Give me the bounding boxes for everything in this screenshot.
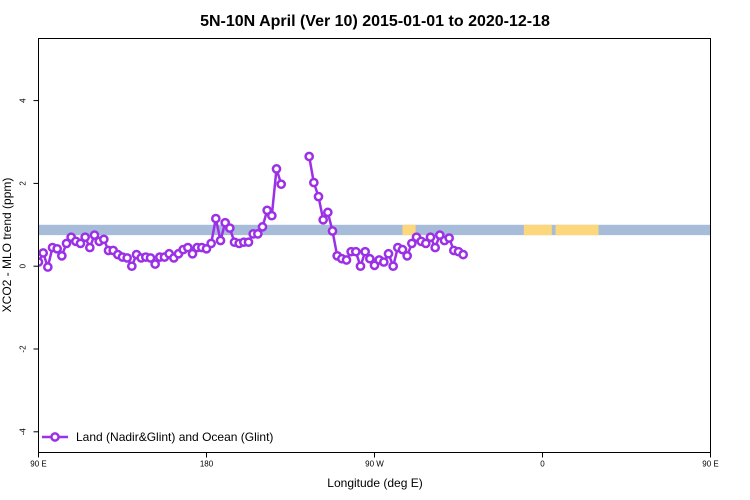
data-point [304, 151, 315, 162]
data-point [98, 234, 109, 245]
data-point [406, 238, 417, 249]
data-point [182, 242, 193, 253]
x-axis: 90 E 180 90 W 0 90 E [30, 452, 719, 469]
ocean-band [38, 224, 711, 236]
data-point [322, 207, 333, 218]
data-point [38, 248, 49, 258]
data-point [61, 238, 72, 249]
data-point [150, 259, 161, 269]
data-point [360, 246, 371, 257]
land-band-segment [555, 224, 599, 236]
data-point [243, 237, 254, 248]
data-point [276, 179, 287, 190]
data-point [350, 246, 361, 257]
chart-title: 5N-10N April (Ver 10) 2015-01-01 to 2020… [200, 13, 550, 30]
data-point [252, 229, 263, 239]
legend-label: Land (Nadir&Glint) and Ocean (Glint) [76, 430, 273, 444]
data-point [397, 244, 408, 255]
data-point [215, 235, 226, 246]
series-layer [38, 151, 469, 272]
data-point [313, 191, 324, 202]
data-point [388, 261, 399, 272]
data-point [126, 261, 137, 272]
x-tick-label: 180 [200, 460, 214, 469]
data-point [210, 213, 221, 224]
data-point [206, 238, 217, 249]
data-point [402, 251, 413, 261]
data-point [56, 251, 67, 261]
data-point [122, 253, 133, 263]
land-ocean-band [38, 224, 711, 236]
data-point [271, 164, 282, 174]
data-point [308, 177, 319, 188]
land-band-segment [523, 224, 552, 236]
data-point [187, 248, 198, 259]
data-point [327, 226, 338, 236]
data-point [266, 210, 277, 221]
data-point [257, 222, 268, 232]
data-point [318, 214, 329, 225]
data-point [75, 238, 86, 249]
data-point [341, 255, 352, 265]
y-tick-label: -2 [19, 345, 28, 353]
data-point [383, 248, 394, 259]
land-band-segment [402, 224, 416, 236]
data-point [224, 223, 235, 233]
y-tick-label: -4 [19, 428, 28, 436]
y-tick-label: 4 [19, 98, 28, 103]
data-point [80, 232, 91, 243]
data-point [378, 257, 389, 267]
data-point [420, 238, 431, 249]
y-axis: -4 -2 0 2 4 [19, 98, 39, 436]
y-tick-label: 2 [19, 181, 28, 186]
y-axis-label: XCO2 - MLO trend (ppm) [0, 178, 14, 313]
data-point [84, 242, 95, 253]
x-tick-label: 90 E [30, 460, 46, 469]
legend-marker [50, 432, 60, 442]
data-point [145, 253, 156, 263]
x-axis-label: Longitude (deg E) [327, 476, 422, 490]
data-point [355, 261, 366, 272]
data-point [52, 243, 63, 254]
x-tick-label: 90 W [365, 460, 384, 469]
data-point [425, 232, 436, 243]
data-point [458, 249, 469, 260]
y-tick-label: 0 [19, 263, 28, 268]
data-point [42, 262, 53, 272]
data-point [444, 233, 455, 243]
legend: Land (Nadir&Glint) and Ocean (Glint) [42, 430, 273, 444]
x-tick-label: 0 [540, 460, 545, 469]
data-point [89, 230, 100, 240]
data-point [430, 242, 441, 253]
x-tick-label: 90 E [702, 460, 718, 469]
data-point [364, 253, 375, 264]
plot-frame [38, 38, 711, 453]
